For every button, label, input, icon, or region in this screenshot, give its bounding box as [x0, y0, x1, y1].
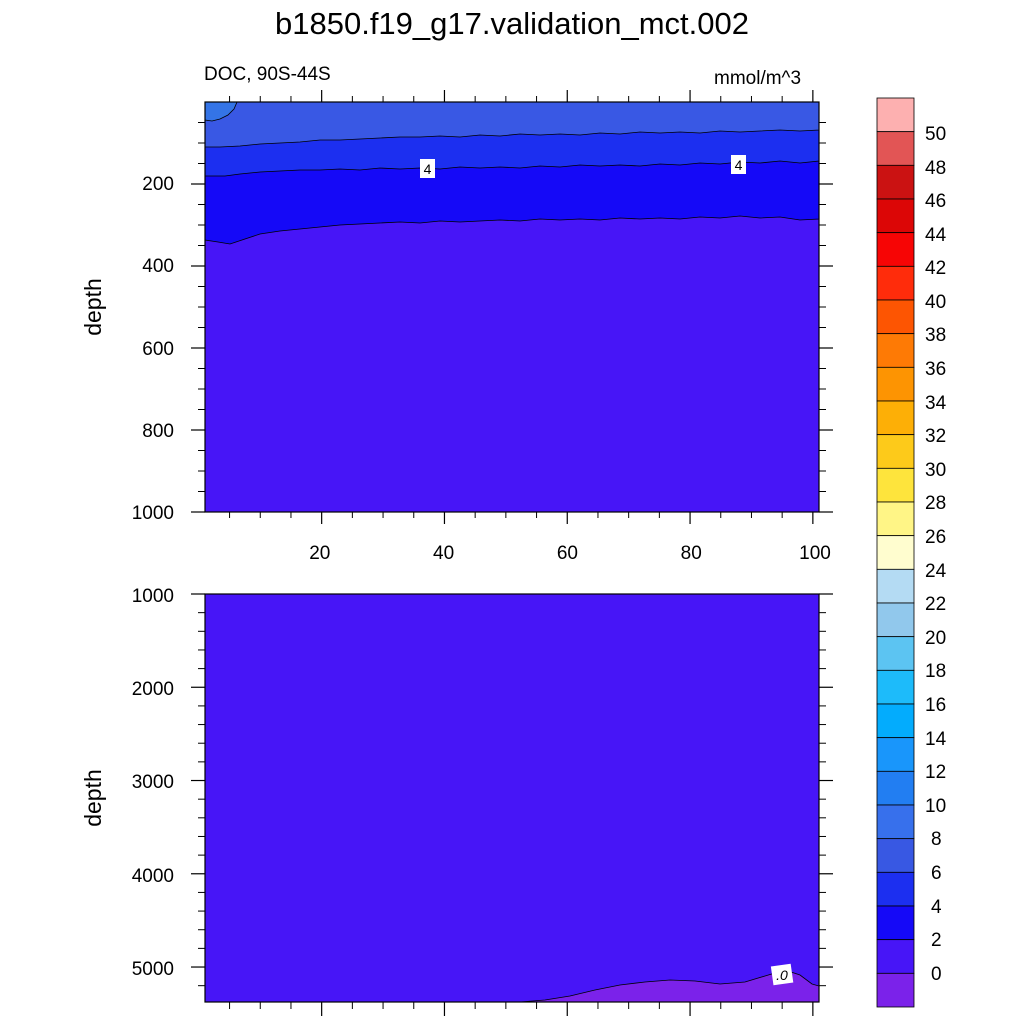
- lower-y-tick-label-4000: 4000: [132, 866, 174, 887]
- colorbar-swatch: [876, 972, 915, 1008]
- colorbar-swatch: [876, 602, 915, 638]
- colorbar-label-48: 48: [925, 158, 946, 179]
- colorbar-swatch: [876, 501, 915, 537]
- colorbar-swatch: [876, 804, 915, 840]
- colorbar-label-40: 40: [925, 292, 946, 313]
- colorbar-label-26: 26: [925, 527, 946, 548]
- upper-y-axis-label: depth: [80, 278, 106, 336]
- upper-y-tick-label-600: 600: [142, 339, 174, 360]
- colorbar-swatch: [876, 636, 915, 671]
- colorbar-labels: 50 48 46 44 42 40 38 36 34 32 30 28 26 2…: [925, 124, 947, 985]
- lower-y-tick-label-5000: 5000: [132, 959, 174, 980]
- upper-y-tick-label-400: 400: [142, 256, 174, 277]
- x-tick-label-60: 60: [557, 543, 578, 564]
- colorbar-label-14: 14: [925, 729, 947, 750]
- colorbar-swatch: [876, 568, 915, 604]
- colorbar-label-20: 20: [925, 628, 946, 649]
- units-label: mmol/m^3: [714, 68, 802, 89]
- upper-panel: 4 4 200 400 600 800 1000 20 40 60 80 100…: [80, 90, 833, 564]
- colorbar-swatch: [876, 703, 915, 739]
- colorbar-swatch: [876, 299, 915, 335]
- lower-y-tick-label-3000: 3000: [132, 772, 174, 793]
- upper-y-tick-label-1000: 1000: [132, 503, 174, 524]
- colorbar-label-44: 44: [925, 225, 947, 246]
- colorbar-label-24: 24: [925, 561, 947, 582]
- colorbar-label-50: 50: [925, 124, 946, 145]
- colorbar-swatch: [876, 164, 915, 200]
- colorbar-swatch: [876, 97, 915, 133]
- variable-region-label: DOC, 90S-44S: [204, 64, 331, 85]
- colorbar-label-32: 32: [925, 426, 946, 447]
- upper-axis-ticks: [191, 90, 833, 524]
- colorbar-label-12: 12: [925, 762, 946, 783]
- colorbar-label-38: 38: [925, 325, 946, 346]
- colorbar-swatch: [876, 265, 915, 301]
- x-tick-label-40: 40: [433, 543, 454, 564]
- colorbar-swatch: [876, 737, 915, 772]
- colorbar-swatch: [876, 838, 915, 873]
- lower-plot-frame: [204, 593, 820, 1003]
- upper-band-8-10: [204, 101, 238, 122]
- colorbar: [876, 97, 915, 1008]
- lower-y-axis-label: depth: [80, 769, 106, 827]
- colorbar-label-36: 36: [925, 359, 946, 380]
- chart-title: b1850.f19_g17.validation_mct.002: [275, 6, 749, 41]
- colorbar-swatch: [876, 131, 915, 166]
- colorbar-label-0: 0: [931, 964, 942, 985]
- svg-text:4: 4: [735, 157, 743, 173]
- colorbar-label-10: 10: [925, 796, 946, 817]
- colorbar-label-16: 16: [925, 695, 946, 716]
- lower-axis-ticks: [191, 593, 833, 1016]
- colorbar-label-22: 22: [925, 594, 946, 615]
- x-tick-label-80: 80: [681, 543, 702, 564]
- upper-y-tick-label-800: 800: [142, 421, 174, 442]
- colorbar-label-42: 42: [925, 258, 946, 279]
- lower-band-neg2-0: [519, 969, 820, 1003]
- colorbar-swatch: [876, 871, 915, 907]
- colorbar-swatch: [876, 333, 915, 368]
- colorbar-label-6: 6: [931, 863, 942, 884]
- upper-band-6-8: [204, 101, 820, 148]
- colorbar-swatch: [876, 467, 915, 503]
- colorbar-label-30: 30: [925, 460, 946, 481]
- colorbar-label-28: 28: [925, 493, 946, 514]
- colorbar-swatch: [876, 198, 915, 234]
- colorbar-label-2: 2: [931, 930, 942, 951]
- colorbar-swatch: [876, 905, 915, 941]
- colorbar-swatch: [876, 669, 915, 705]
- lower-y-tick-label-1000: 1000: [132, 586, 174, 607]
- colorbar-label-34: 34: [925, 393, 947, 414]
- colorbar-swatch: [876, 434, 915, 469]
- colorbar-label-46: 46: [925, 191, 946, 212]
- lower-panel: .0 1000 2000 3000 4000 5000 depth: [80, 586, 833, 1016]
- upper-contour-label-2: 4: [731, 155, 746, 174]
- colorbar-label-4: 4: [931, 897, 942, 918]
- svg-text:4: 4: [424, 161, 432, 177]
- colorbar-label-18: 18: [925, 661, 946, 682]
- x-tick-label-100: 100: [799, 543, 831, 564]
- upper-y-tick-label-200: 200: [142, 174, 174, 195]
- colorbar-swatch: [876, 770, 915, 806]
- colorbar-swatch: [876, 400, 915, 436]
- svg-text:.0: .0: [776, 967, 788, 983]
- colorbar-swatch: [876, 535, 915, 570]
- colorbar-swatch: [876, 232, 915, 267]
- colorbar-swatch: [876, 366, 915, 402]
- upper-contour-label-1: 4: [420, 159, 435, 178]
- x-tick-label-20: 20: [309, 543, 330, 564]
- lower-band-0-2: [205, 594, 819, 1002]
- lower-y-tick-label-2000: 2000: [132, 679, 174, 700]
- lower-contour-label-1: .0: [770, 963, 794, 986]
- colorbar-swatch: [876, 939, 915, 974]
- colorbar-label-8: 8: [931, 829, 942, 850]
